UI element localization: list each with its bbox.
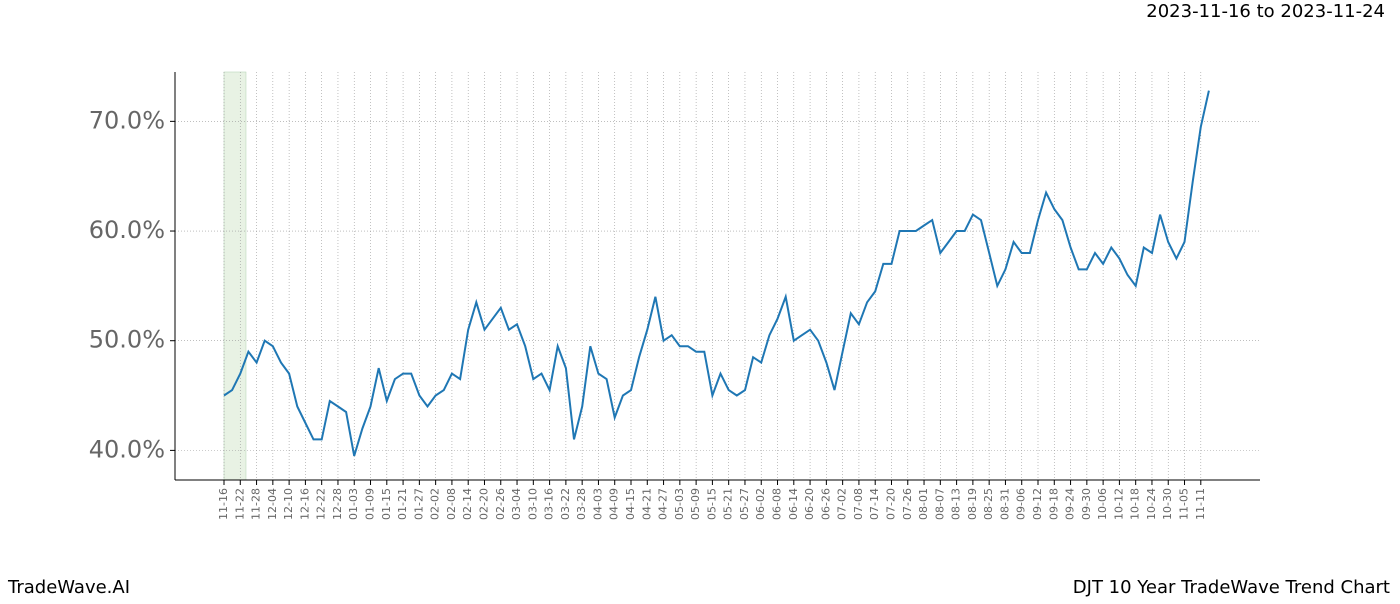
date-range: 2023-11-16 to 2023-11-24 <box>1146 1 1385 22</box>
x-tick-label: 08-01 <box>917 488 930 520</box>
x-tick-label: 12-16 <box>298 488 311 520</box>
x-tick-label: 12-04 <box>266 488 279 520</box>
x-tick-label: 04-03 <box>591 488 604 520</box>
x-tick-label: 01-21 <box>396 488 409 520</box>
x-tick-label: 10-06 <box>1096 488 1109 520</box>
x-tick-label: 12-22 <box>315 488 328 520</box>
x-tick-label: 08-13 <box>950 488 963 520</box>
x-tick-label: 06-20 <box>803 488 816 520</box>
x-tick-label: 10-24 <box>1145 488 1158 520</box>
x-tick-label: 04-09 <box>608 488 621 520</box>
x-tick-label: 05-03 <box>673 488 686 520</box>
x-tick-label: 04-27 <box>657 488 670 520</box>
x-tick-label: 03-04 <box>510 488 523 520</box>
x-tick-label: 03-10 <box>526 488 539 520</box>
x-tick-label: 02-02 <box>429 488 442 520</box>
x-tick-label: 08-19 <box>966 488 979 520</box>
x-tick-label: 07-14 <box>868 488 881 520</box>
x-tick-label: 05-27 <box>738 488 751 520</box>
x-tick-label: 02-20 <box>477 488 490 520</box>
x-tick-label: 11-05 <box>1178 488 1191 520</box>
x-tick-label: 05-09 <box>689 488 702 520</box>
x-tick-label: 07-08 <box>852 488 865 520</box>
trend-line <box>223 90 1210 457</box>
x-tick-label: 09-18 <box>1047 488 1060 520</box>
x-tick-label: 02-26 <box>494 488 507 520</box>
x-tick-label: 10-12 <box>1112 488 1125 520</box>
brand: TradeWave.AI <box>7 577 130 598</box>
x-tick-label: 09-06 <box>1015 488 1028 520</box>
x-tick-label: 10-18 <box>1129 488 1142 520</box>
x-tick-label: 09-12 <box>1031 488 1044 520</box>
y-tick-label: 40.0% <box>89 435 165 463</box>
y-tick-label: 70.0% <box>89 106 165 134</box>
x-tick-label: 08-25 <box>982 488 995 520</box>
x-tick-label: 01-03 <box>347 488 360 520</box>
x-tick-label: 07-26 <box>901 488 914 520</box>
x-tick-label: 05-21 <box>722 488 735 520</box>
x-tick-label: 08-31 <box>998 488 1011 520</box>
x-tick-label: 11-16 <box>217 488 230 520</box>
x-tick-label: 06-08 <box>771 488 784 520</box>
x-tick-label: 06-14 <box>787 488 800 520</box>
x-tick-label: 01-15 <box>380 488 393 520</box>
x-tick-label: 07-02 <box>836 488 849 520</box>
x-tick-label: 11-11 <box>1194 488 1207 520</box>
x-tick-label: 11-22 <box>233 488 246 520</box>
y-tick-label: 60.0% <box>89 216 165 244</box>
x-tick-label: 02-14 <box>461 488 474 520</box>
x-tick-label: 09-24 <box>1064 488 1077 520</box>
x-tick-label: 07-20 <box>884 488 897 520</box>
x-tick-label: 04-21 <box>640 488 653 520</box>
x-tick-label: 06-02 <box>754 488 767 520</box>
x-tick-label: 10-30 <box>1161 488 1174 520</box>
x-tick-label: 06-26 <box>819 488 832 520</box>
x-tick-label: 01-27 <box>412 488 425 520</box>
chart-title: DJT 10 Year TradeWave Trend Chart <box>1073 577 1390 598</box>
x-tick-label: 09-30 <box>1080 488 1093 520</box>
highlight-band <box>223 71 247 481</box>
x-tick-label: 03-28 <box>575 488 588 520</box>
x-tick-label: 04-15 <box>624 488 637 520</box>
x-tick-label: 03-16 <box>543 488 556 520</box>
x-tick-label: 05-15 <box>705 488 718 520</box>
x-tick-label: 02-08 <box>445 488 458 520</box>
x-tick-label: 11-28 <box>250 488 263 520</box>
x-tick-label: 12-10 <box>282 488 295 520</box>
x-tick-label: 08-07 <box>933 488 946 520</box>
x-tick-label: 12-28 <box>331 488 344 520</box>
x-tick-label: 01-09 <box>364 488 377 520</box>
x-tick-label: 03-22 <box>559 488 572 520</box>
y-tick-label: 50.0% <box>89 326 165 354</box>
